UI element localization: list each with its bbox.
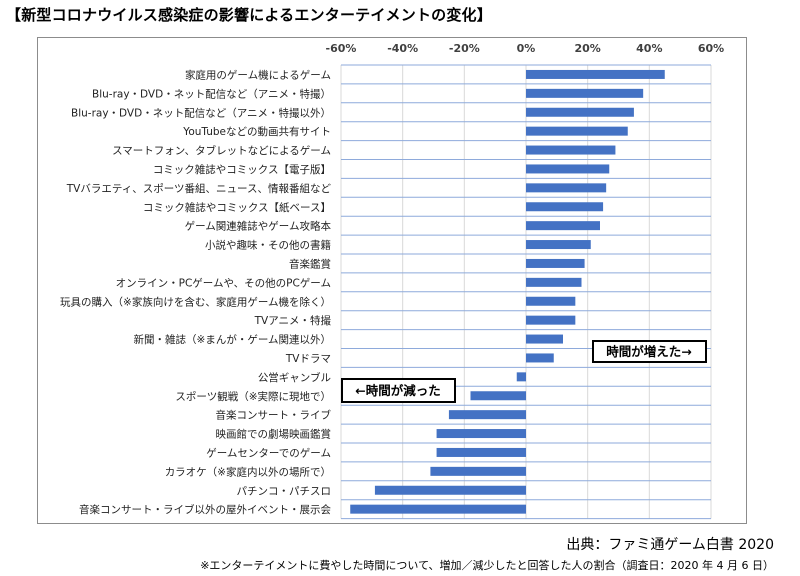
- category-label: コミック雑誌やコミックス【電子版】: [153, 163, 331, 176]
- bar: [526, 88, 644, 98]
- category-label: パチンコ・パチスロ: [237, 485, 332, 497]
- annotations: 時間が増えた→ ←時間が減った: [341, 340, 707, 403]
- page-title: 【新型コロナウイルス感染症の影響によるエンターテイメントの変化】: [6, 6, 492, 24]
- category-label: TVバラエティ、スポーツ番組、ニュース、情報番組など: [66, 182, 332, 195]
- category-label: スポーツ観戦（※実際に現地で）: [175, 390, 331, 403]
- bars: [350, 69, 665, 514]
- bar: [436, 429, 526, 439]
- bar: [526, 164, 610, 174]
- bar: [526, 145, 616, 155]
- bar: [526, 353, 554, 363]
- category-label: YouTubeなどの動画共有サイト: [182, 125, 331, 138]
- category-label: オンライン・PCゲームや、その他のPCゲーム: [116, 276, 331, 289]
- decrease-callout: ←時間が減った: [355, 383, 440, 398]
- x-tick-label: -20%: [449, 42, 480, 55]
- bar: [526, 202, 604, 212]
- chart-frame: -60% -40% -20% 0% 20% 40% 60% 家庭用のゲーム機によるゲーム Bl…: [37, 37, 747, 524]
- source-note: 出典：ファミ通ゲーム白書 2020: [566, 537, 774, 553]
- bar: [526, 315, 576, 325]
- bar: [526, 183, 607, 193]
- decrease-callout-box: [341, 378, 456, 403]
- x-tick-label: -60%: [326, 42, 357, 55]
- bar: [526, 107, 634, 117]
- x-axis-ticks: -60% -40% -20% 0% 20% 40% 60%: [326, 42, 725, 55]
- bar: [516, 372, 526, 382]
- bar: [526, 69, 665, 79]
- category-label: ゲーム関連雑誌やゲーム攻略本: [185, 220, 332, 233]
- category-label: 小説や趣味・その他の書籍: [205, 239, 331, 252]
- category-label: 家庭用のゲーム機によるゲーム: [185, 68, 331, 81]
- category-label: ゲームセンターでのゲーム: [206, 447, 331, 459]
- bar: [526, 126, 628, 136]
- category-label: 音楽コンサート・ライブ: [216, 409, 332, 422]
- bar: [526, 334, 563, 344]
- x-tick-label: 60%: [698, 42, 724, 55]
- bar: [374, 485, 526, 495]
- category-label: Blu-ray・DVD・ネット配信など（アニメ・特撮以外）: [71, 106, 331, 119]
- bar: [436, 447, 526, 457]
- increase-callout-box: [592, 340, 707, 363]
- category-label: スマートフォン、タブレットなどによるゲーム: [112, 144, 331, 157]
- bar: [350, 504, 526, 514]
- x-tick-label: 20%: [574, 42, 600, 55]
- increase-callout: 時間が増えた→: [606, 344, 691, 359]
- category-label: 映画館での劇場映画鑑賞: [216, 428, 332, 441]
- bar: [448, 410, 526, 420]
- bar-chart: -60% -40% -20% 0% 20% 40% 60% 家庭用のゲーム機によるゲーム Bl…: [60, 42, 725, 520]
- bar: [526, 296, 576, 306]
- category-label: 新聞・雑誌（※まんが・ゲーム関連以外）: [134, 333, 331, 346]
- bar: [526, 258, 585, 268]
- category-label: Blu-ray・DVD・ネット配信など（アニメ・特撮）: [92, 87, 331, 100]
- x-tick-label: -40%: [387, 42, 418, 55]
- category-label: 玩具の購入（※家族向けを含む、家庭用ゲーム機を除く）: [60, 295, 331, 308]
- category-label: TVアニメ・特撮: [254, 314, 332, 327]
- footnote: ※エンターテイメントに費やした時間について、増加／減少したと回答した人の割合（調…: [200, 559, 774, 572]
- category-label: 音楽鑑賞: [289, 257, 331, 270]
- category-label: カラオケ（※家庭内以外の場所で）: [165, 465, 331, 478]
- bar: [470, 391, 526, 401]
- category-label: コミック雑誌やコミックス【紙ベース】: [143, 201, 331, 214]
- bar: [430, 466, 526, 476]
- bar: [526, 240, 591, 250]
- bar: [526, 221, 600, 231]
- category-label: TVドラマ: [285, 353, 331, 365]
- x-tick-label: 0%: [517, 42, 536, 55]
- x-tick-label: 40%: [636, 42, 662, 55]
- bar: [526, 277, 582, 287]
- category-label: 音楽コンサート・ライブ以外の屋外イベント・展示会: [79, 503, 331, 516]
- category-label: 公営ギャンブル: [258, 371, 331, 384]
- category-labels: 家庭用のゲーム機によるゲーム Blu-ray・DVD・ネット配信など（アニメ・特撮…: [60, 68, 331, 516]
